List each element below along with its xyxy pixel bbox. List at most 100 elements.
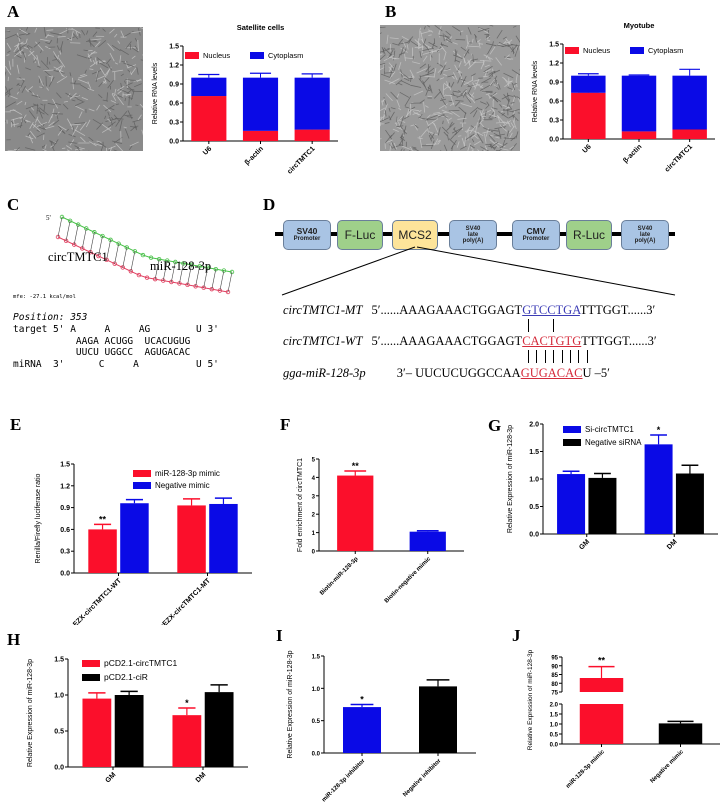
cell-texture bbox=[133, 79, 142, 82]
cell-texture bbox=[380, 54, 386, 61]
cell-texture bbox=[113, 149, 118, 151]
cell-texture bbox=[449, 121, 453, 128]
cell-texture bbox=[425, 65, 431, 73]
cell-texture bbox=[392, 128, 399, 132]
zoom-lines bbox=[281, 246, 676, 296]
y-axis-label: Relative Expression of miR-128-3p bbox=[507, 425, 514, 533]
cell-texture bbox=[136, 67, 139, 75]
y-tick-label: 2 bbox=[312, 513, 316, 519]
cell-texture bbox=[111, 92, 118, 96]
cell-texture bbox=[389, 132, 395, 139]
x-tick-label: circTMTC1 bbox=[286, 145, 316, 175]
legend-label: pCD2.1-ciR bbox=[104, 672, 148, 682]
cell-texture bbox=[59, 50, 62, 55]
cell-texture bbox=[12, 123, 19, 126]
cell-texture bbox=[25, 88, 29, 93]
seq-mir-site: GUGACAC bbox=[520, 366, 583, 380]
cell-texture bbox=[519, 69, 520, 71]
cell-texture bbox=[30, 107, 35, 111]
cell-texture bbox=[113, 88, 117, 97]
x-tick-label: U6 bbox=[581, 143, 592, 154]
cell-texture bbox=[400, 47, 408, 53]
cell-texture bbox=[436, 78, 440, 82]
cell-texture bbox=[48, 115, 53, 124]
cell-texture bbox=[410, 123, 417, 127]
cell-texture bbox=[401, 72, 409, 79]
cell-texture bbox=[403, 148, 405, 151]
cell-texture bbox=[56, 45, 60, 51]
target-base bbox=[104, 257, 109, 263]
cell-texture bbox=[380, 107, 386, 112]
bar bbox=[172, 715, 202, 767]
mirna-base bbox=[205, 265, 210, 270]
y-tick-label: 1.5 bbox=[529, 449, 539, 456]
cell-texture bbox=[398, 61, 402, 70]
bar bbox=[114, 695, 144, 767]
cell-texture bbox=[441, 126, 449, 134]
cell-texture bbox=[107, 43, 115, 52]
chart-h: Relative Expression of miR-128-3p 0.0 0.5 1… bbox=[27, 657, 248, 784]
cell-texture bbox=[457, 135, 462, 137]
cell-texture bbox=[419, 73, 430, 78]
cell-texture bbox=[390, 107, 396, 110]
cell-texture bbox=[44, 125, 55, 130]
cell-texture bbox=[46, 87, 49, 91]
cell-texture bbox=[483, 54, 493, 60]
legend-swatch bbox=[563, 439, 581, 446]
cell-texture bbox=[515, 73, 518, 82]
legend-swatch bbox=[133, 482, 151, 489]
cell-texture bbox=[447, 134, 449, 141]
cell-texture bbox=[131, 55, 136, 59]
bar-cytoplasm bbox=[571, 75, 606, 93]
legend-label: Cytoplasm bbox=[268, 51, 303, 60]
legend-swatch bbox=[82, 660, 100, 667]
cell-texture bbox=[28, 89, 32, 93]
seq-wt-suffix: TTTGGT......3′ bbox=[581, 334, 657, 348]
y-tick-label: 0.9 bbox=[60, 505, 70, 512]
y-tick-label: 0.9 bbox=[549, 80, 559, 87]
cell-texture bbox=[27, 132, 31, 137]
cell-texture bbox=[93, 143, 103, 147]
rna-duplex-structure bbox=[55, 214, 235, 295]
cell-texture bbox=[95, 71, 99, 82]
cell-texture bbox=[447, 74, 455, 78]
bar-cytoplasm bbox=[294, 77, 330, 130]
cell-texture bbox=[131, 90, 135, 101]
cell-texture bbox=[137, 114, 142, 121]
cell-texture bbox=[34, 27, 38, 33]
cell-texture bbox=[50, 75, 53, 82]
cell-texture bbox=[29, 130, 37, 139]
cell-texture bbox=[25, 27, 29, 31]
cell-texture bbox=[7, 50, 11, 53]
cell-texture bbox=[420, 31, 424, 43]
cell-texture bbox=[431, 47, 443, 53]
cell-texture bbox=[442, 84, 445, 96]
cell-texture bbox=[119, 111, 128, 121]
cell-texture bbox=[388, 78, 400, 85]
cell-texture bbox=[480, 84, 491, 91]
mirna-base bbox=[213, 266, 219, 272]
five-prime-label: 5' bbox=[46, 214, 51, 222]
cell-texture bbox=[100, 146, 104, 151]
cell-texture bbox=[104, 78, 107, 84]
cell-texture bbox=[42, 146, 44, 151]
cell-texture bbox=[439, 98, 447, 101]
y-tick-label: 95 bbox=[551, 656, 558, 662]
mirna-base bbox=[189, 262, 194, 268]
cell-texture bbox=[48, 75, 52, 78]
bar bbox=[82, 698, 112, 767]
seq-mt-label: circTMTC1-MT bbox=[283, 303, 363, 317]
y-tick-label: 1.5 bbox=[550, 713, 559, 719]
cell-texture bbox=[474, 97, 483, 101]
construct-element: SV40 Promoter bbox=[283, 220, 331, 250]
chart-title: Myotube bbox=[624, 21, 655, 30]
cell-texture bbox=[380, 62, 386, 66]
cell-texture bbox=[501, 112, 506, 116]
cell-texture bbox=[29, 122, 34, 129]
cell-texture bbox=[476, 39, 481, 43]
cell-texture bbox=[507, 43, 515, 54]
cell-texture bbox=[39, 38, 50, 42]
cell-texture bbox=[498, 111, 509, 119]
mirna-base bbox=[124, 245, 129, 250]
cell-texture bbox=[508, 114, 516, 119]
